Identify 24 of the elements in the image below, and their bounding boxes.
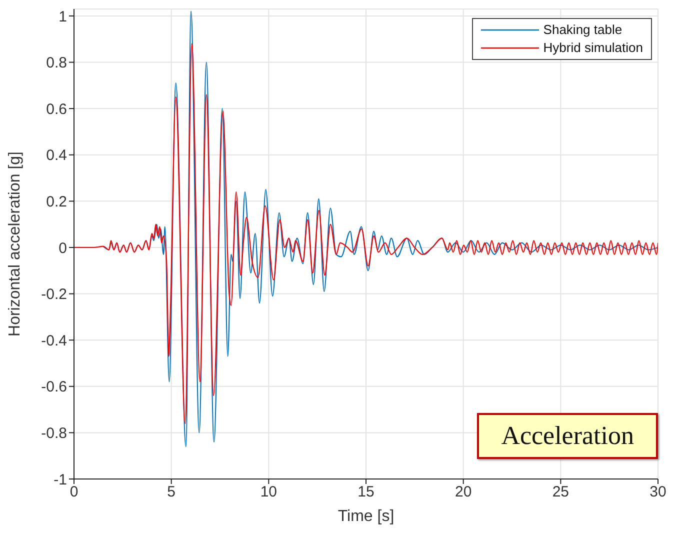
- y-tick-label: -0.2: [41, 286, 67, 304]
- y-tick-label: 0.6: [46, 100, 67, 118]
- x-tick-label: 30: [650, 484, 666, 501]
- annotation: Acceleration: [477, 413, 658, 459]
- line-series: [74, 43, 658, 424]
- x-tick-label: 15: [358, 484, 374, 501]
- x-tick-label: 0: [70, 484, 78, 501]
- y-tick-label: -0.6: [41, 378, 67, 396]
- y-tick-label: -0.8: [41, 425, 67, 442]
- legend-label: Hybrid simulation: [543, 39, 643, 57]
- y-tick-label: 0.2: [46, 193, 67, 210]
- y-tick-label: -0.4: [41, 332, 67, 350]
- x-tick-label: 10: [260, 484, 278, 501]
- y-tick-label: -1: [54, 471, 67, 488]
- x-tick-label: 5: [167, 484, 176, 501]
- legend-label: Shaking table: [543, 21, 622, 39]
- y-tick-label: 0: [58, 240, 67, 257]
- y-tick-label: 0.4: [46, 147, 67, 164]
- y-axis-title: Horizontal acceleration [g]: [6, 152, 24, 336]
- y-tick-label: 0.8: [46, 54, 67, 72]
- y-tick-label: 1: [58, 8, 67, 26]
- x-tick-label: 20: [454, 484, 472, 501]
- x-axis-title: Time [s]: [338, 508, 394, 525]
- x-tick-label: 25: [552, 484, 570, 501]
